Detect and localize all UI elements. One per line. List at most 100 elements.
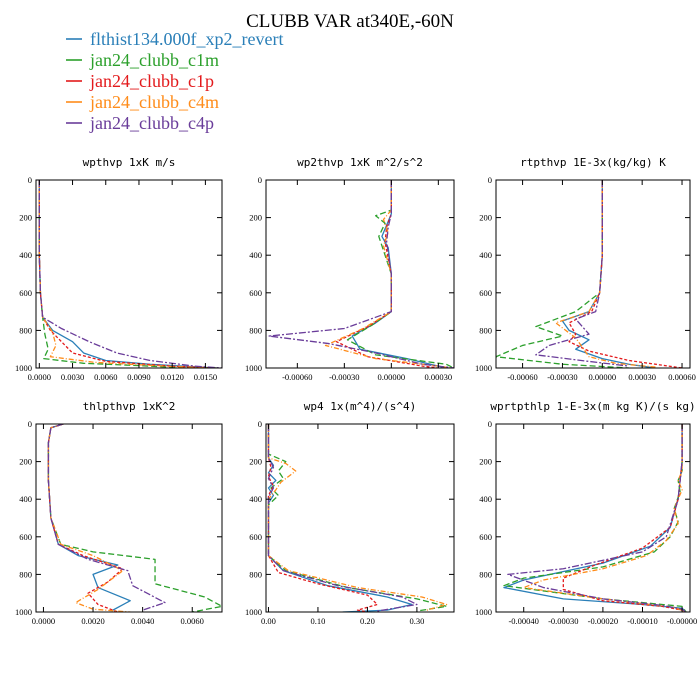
series-line bbox=[523, 424, 687, 612]
y-tick-label: 400 bbox=[479, 494, 492, 504]
x-tick-label: 0.0150 bbox=[194, 372, 217, 382]
y-tick-label: 600 bbox=[19, 288, 32, 298]
y-tick-label: 1000 bbox=[475, 363, 492, 373]
series-line bbox=[535, 180, 629, 367]
y-tick-label: 200 bbox=[479, 457, 492, 467]
legend-entry: jan24_clubb_c4p bbox=[89, 113, 214, 133]
y-tick-label: 400 bbox=[249, 250, 262, 260]
y-tick-label: 800 bbox=[249, 569, 262, 579]
series-line bbox=[47, 424, 166, 611]
series-line bbox=[562, 424, 683, 611]
y-tick-label: 800 bbox=[479, 325, 492, 335]
y-tick-label: 200 bbox=[19, 457, 32, 467]
panel-title: rtpthvp 1E-3x(kg/kg) K bbox=[520, 156, 666, 169]
y-tick-label: 400 bbox=[479, 250, 492, 260]
x-tick-label: 0.0000 bbox=[32, 616, 55, 626]
series-line bbox=[47, 424, 131, 612]
x-tick-label: -0.00030 bbox=[548, 616, 578, 626]
x-tick-label: -0.00010 bbox=[627, 616, 657, 626]
series-line bbox=[351, 180, 447, 368]
y-tick-label: 800 bbox=[249, 325, 262, 335]
x-tick-label: 0.00000 bbox=[588, 372, 616, 382]
plot-frame bbox=[35, 423, 223, 613]
series-line bbox=[561, 180, 656, 368]
y-tick-label: 600 bbox=[479, 532, 492, 542]
panel-title: thlpthvp 1xK^2 bbox=[83, 400, 176, 413]
y-tick-label: 1000 bbox=[475, 607, 492, 617]
legend-entry: jan24_clubb_c4m bbox=[89, 92, 219, 112]
x-tick-label: -0.00060 bbox=[282, 372, 312, 382]
x-tick-label: 0.20 bbox=[360, 616, 375, 626]
y-tick-label: 200 bbox=[479, 213, 492, 223]
x-tick-label: 0.00060 bbox=[668, 372, 696, 382]
panel-title: wp2thvp 1xK m^2/s^2 bbox=[297, 156, 423, 169]
x-tick-label: 0.0120 bbox=[160, 372, 183, 382]
x-tick-label: 0.0060 bbox=[181, 616, 204, 626]
series-line bbox=[503, 424, 687, 612]
series-line bbox=[267, 424, 448, 612]
series-line bbox=[346, 180, 454, 368]
plot-frame bbox=[35, 179, 223, 369]
y-tick-label: 1000 bbox=[245, 363, 262, 373]
y-tick-label: 0 bbox=[258, 419, 262, 429]
y-tick-label: 400 bbox=[19, 494, 32, 504]
panel-title: wprtpthlp 1-E-3x(m kg K)/(s kg) bbox=[490, 400, 695, 413]
plot-frame bbox=[495, 179, 691, 369]
y-tick-label: 800 bbox=[19, 325, 32, 335]
series-line bbox=[38, 180, 217, 368]
series-group bbox=[503, 424, 687, 612]
legend-entry: flthist134.000f_xp2_revert bbox=[90, 29, 283, 49]
y-tick-label: 200 bbox=[249, 213, 262, 223]
x-tick-label: -0.00020 bbox=[588, 616, 618, 626]
y-tick-label: 400 bbox=[19, 250, 32, 260]
y-tick-label: 800 bbox=[479, 569, 492, 579]
x-tick-label: 0.30 bbox=[409, 616, 424, 626]
plot-frame bbox=[265, 179, 455, 369]
y-tick-label: 1000 bbox=[245, 607, 262, 617]
plot-frame bbox=[265, 423, 455, 613]
y-tick-label: 0 bbox=[488, 419, 492, 429]
series-group bbox=[38, 180, 222, 368]
panel-title: wpthvp 1xK m/s bbox=[83, 156, 176, 169]
x-tick-label: 0.0060 bbox=[94, 372, 117, 382]
x-tick-label: 0.0040 bbox=[131, 616, 154, 626]
x-tick-label: -0.00030 bbox=[329, 372, 359, 382]
chart-panel: wp2thvp 1xK m^2/s^2 0 200 400 600 800 1000 -0.0… bbox=[245, 156, 455, 382]
series-line bbox=[38, 180, 217, 368]
series-line bbox=[267, 424, 418, 612]
y-tick-label: 0 bbox=[28, 419, 32, 429]
x-tick-label: 0.00030 bbox=[425, 372, 453, 382]
figure-title: CLUBB VAR at340E,-60N bbox=[246, 11, 454, 32]
legend-entry: jan24_clubb_c1p bbox=[89, 71, 214, 91]
series-group bbox=[267, 424, 448, 612]
y-tick-label: 600 bbox=[249, 288, 262, 298]
y-tick-label: 0 bbox=[28, 175, 32, 185]
series-line bbox=[38, 180, 217, 368]
series-line bbox=[38, 180, 217, 368]
plot-frame bbox=[495, 423, 691, 613]
y-tick-label: 400 bbox=[249, 494, 262, 504]
series-line bbox=[507, 424, 687, 612]
series-group bbox=[268, 180, 454, 368]
y-tick-label: 0 bbox=[488, 175, 492, 185]
x-tick-label: 0.0020 bbox=[81, 616, 104, 626]
y-tick-label: 800 bbox=[19, 569, 32, 579]
x-tick-label: -0.00040 bbox=[508, 616, 538, 626]
series-line bbox=[568, 180, 683, 368]
series-group bbox=[47, 424, 222, 612]
x-tick-label: 0.00 bbox=[261, 616, 276, 626]
y-tick-label: 1000 bbox=[15, 363, 32, 373]
x-tick-label: 0.00030 bbox=[628, 372, 656, 382]
series-line bbox=[47, 424, 124, 612]
series-line bbox=[267, 424, 413, 612]
y-tick-label: 200 bbox=[249, 457, 262, 467]
x-tick-label: 0.10 bbox=[311, 616, 326, 626]
x-tick-label: -0.00060 bbox=[507, 372, 537, 382]
series-group bbox=[496, 180, 683, 368]
series-line bbox=[267, 424, 448, 611]
series-line bbox=[503, 424, 687, 612]
